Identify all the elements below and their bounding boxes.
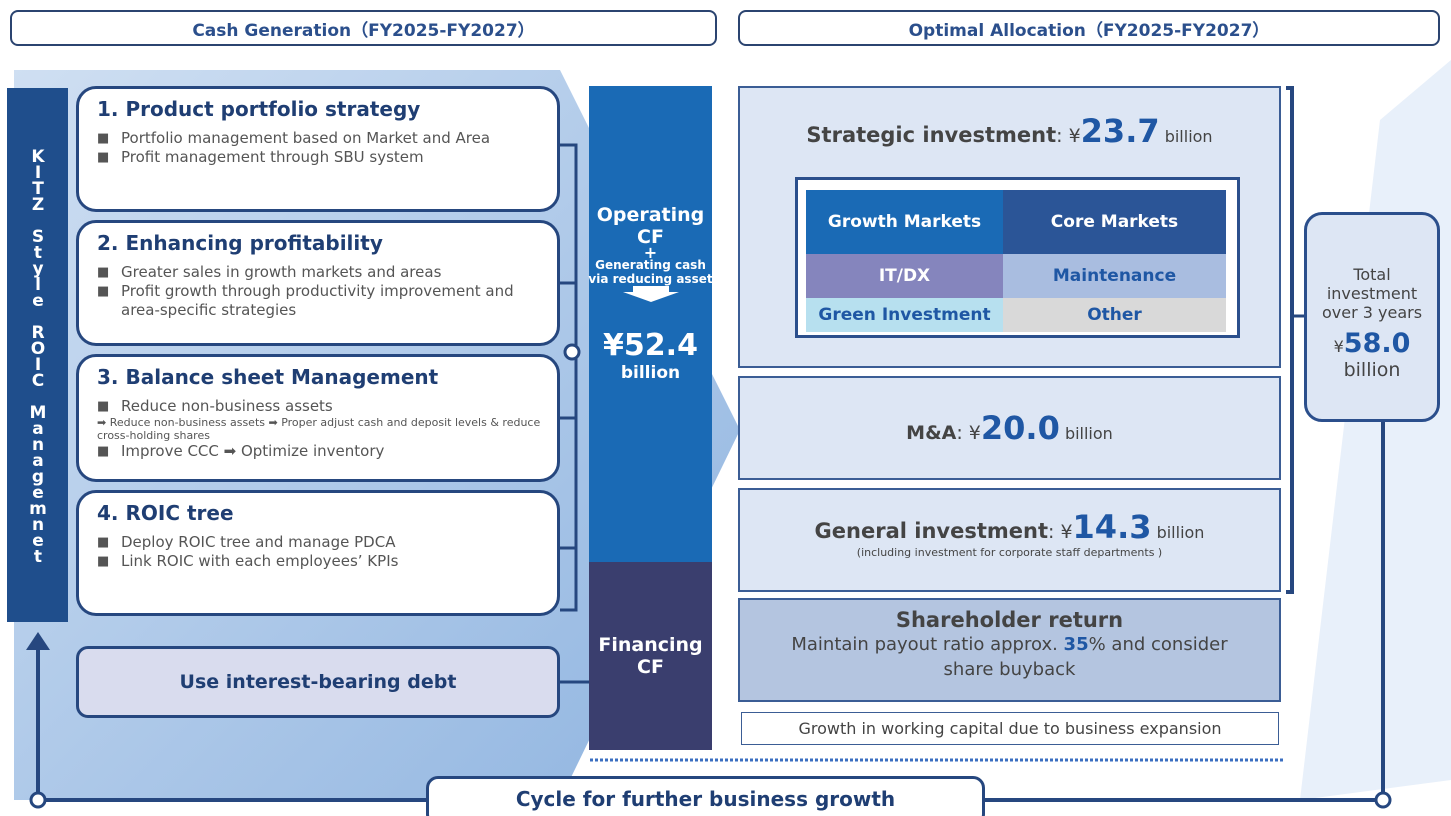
working-capital: Growth in working capital due to busines… — [741, 712, 1279, 745]
market-cell: Core Markets — [1003, 190, 1226, 254]
shareholder-box: Shareholder return Maintain payout ratio… — [738, 598, 1281, 702]
bullet: Profit growth through productivity impro… — [97, 282, 543, 320]
text: Maintain payout ratio approx. — [791, 634, 1064, 655]
value: 35 — [1063, 634, 1089, 655]
unit: billion — [1164, 127, 1213, 146]
bullet: Greater sales in growth markets and area… — [97, 263, 543, 282]
text: % and consider share buyback — [943, 634, 1228, 680]
market-cell: Growth Markets — [806, 190, 1003, 254]
strategy-box: 2. Enhancing profitability Greater sales … — [76, 220, 560, 346]
strategy-box: 1. Product portfolio strategy Portfolio m… — [76, 86, 560, 212]
value: 58.0 — [1343, 328, 1411, 359]
label: General investment — [814, 519, 1048, 543]
operating-cf: Operating CF + Generating cash via reduc… — [588, 86, 713, 562]
unit: billion — [1064, 424, 1113, 443]
operating-title: Operating CF — [596, 204, 705, 248]
header-left: Cash Generation（FY2025-FY2027） — [10, 10, 717, 46]
total-box: Total investment over 3 years ¥58.0 bill… — [1304, 212, 1440, 422]
strategic-line: Strategic investment: ¥23.7 billion — [740, 112, 1279, 150]
side-label: KITZ Style ROIC Managemnet — [7, 88, 68, 622]
bullet: Deploy ROIC tree and manage PDCA — [97, 533, 543, 552]
market-cell: Other — [1003, 298, 1226, 332]
strategy-title: 3. Balance sheet Management — [97, 365, 439, 389]
bullet: Link ROIC with each employees’ KPIs — [97, 552, 543, 571]
total-unit: billion — [1343, 359, 1401, 381]
node — [29, 791, 47, 809]
total-amount: ¥58.0 — [1307, 328, 1437, 359]
label: M&A — [906, 422, 957, 444]
bracket — [1286, 86, 1294, 594]
header-right: Optimal Allocation（FY2025-FY2027） — [738, 10, 1440, 46]
plus: + — [643, 243, 658, 262]
bullet-note: ➡ Reduce non-business assets ➡ Proper ad… — [97, 416, 541, 442]
deco — [1300, 60, 1451, 800]
market-cell: Maintenance — [1003, 254, 1226, 298]
strategy-title: 2. Enhancing profitability — [97, 231, 383, 255]
shareholder-title: Shareholder return — [895, 608, 1124, 632]
operating-amount: ¥52.4 — [603, 328, 698, 363]
shareholder-text: Maintain payout ratio approx. 35% and co… — [740, 632, 1279, 682]
operating-sub: Generating cash via reducing asset — [588, 258, 713, 286]
cycle-box: Cycle for further business growth — [426, 776, 985, 816]
strategy-title: 1. Product portfolio strategy — [97, 97, 421, 121]
strategy-box: 3. Balance sheet Management Reduce non-bu… — [76, 354, 560, 482]
prefix: ¥ — [1333, 337, 1344, 356]
bracket — [560, 143, 578, 612]
strategy-box: 4. ROIC tree Deploy ROIC tree and manage … — [76, 490, 560, 616]
debt-box: Use interest-bearing debt — [76, 646, 560, 718]
bullet: Improve CCC ➡ Optimize inventory — [97, 442, 543, 461]
market-cell: IT/DX — [806, 254, 1003, 298]
total-label: Total investment over 3 years — [1321, 265, 1423, 322]
ma-box: M&A: ¥20.0 billion — [738, 376, 1281, 480]
bullet: Profit management through SBU system — [97, 148, 543, 167]
unit: billion — [1156, 523, 1205, 542]
value: 23.7 — [1080, 112, 1160, 150]
arrow-head — [26, 632, 50, 650]
node — [563, 343, 581, 361]
general-box: General investment: ¥14.3 billion (inclu… — [738, 488, 1281, 592]
down-arrow — [622, 286, 679, 302]
node — [1374, 791, 1392, 809]
market-cell: Green Investment — [806, 298, 1003, 332]
prefix: : ¥ — [1048, 521, 1073, 543]
general-note: (including investment for corporate staf… — [856, 546, 1163, 559]
financing-cf: Financing CF — [589, 562, 712, 750]
operating-unit: billion — [620, 363, 681, 383]
bullet: Portfolio management based on Market and… — [97, 129, 543, 148]
value: 20.0 — [980, 409, 1060, 447]
general-line: General investment: ¥14.3 billion — [740, 508, 1279, 546]
ma-line: M&A: ¥20.0 billion — [906, 409, 1113, 447]
strategy-title: 4. ROIC tree — [97, 501, 234, 525]
label: Strategic investment — [806, 123, 1057, 147]
prefix: : ¥ — [956, 422, 981, 444]
bullet: Reduce non-business assets — [97, 397, 543, 416]
value: 14.3 — [1072, 508, 1152, 546]
prefix: : ¥ — [1056, 125, 1081, 147]
